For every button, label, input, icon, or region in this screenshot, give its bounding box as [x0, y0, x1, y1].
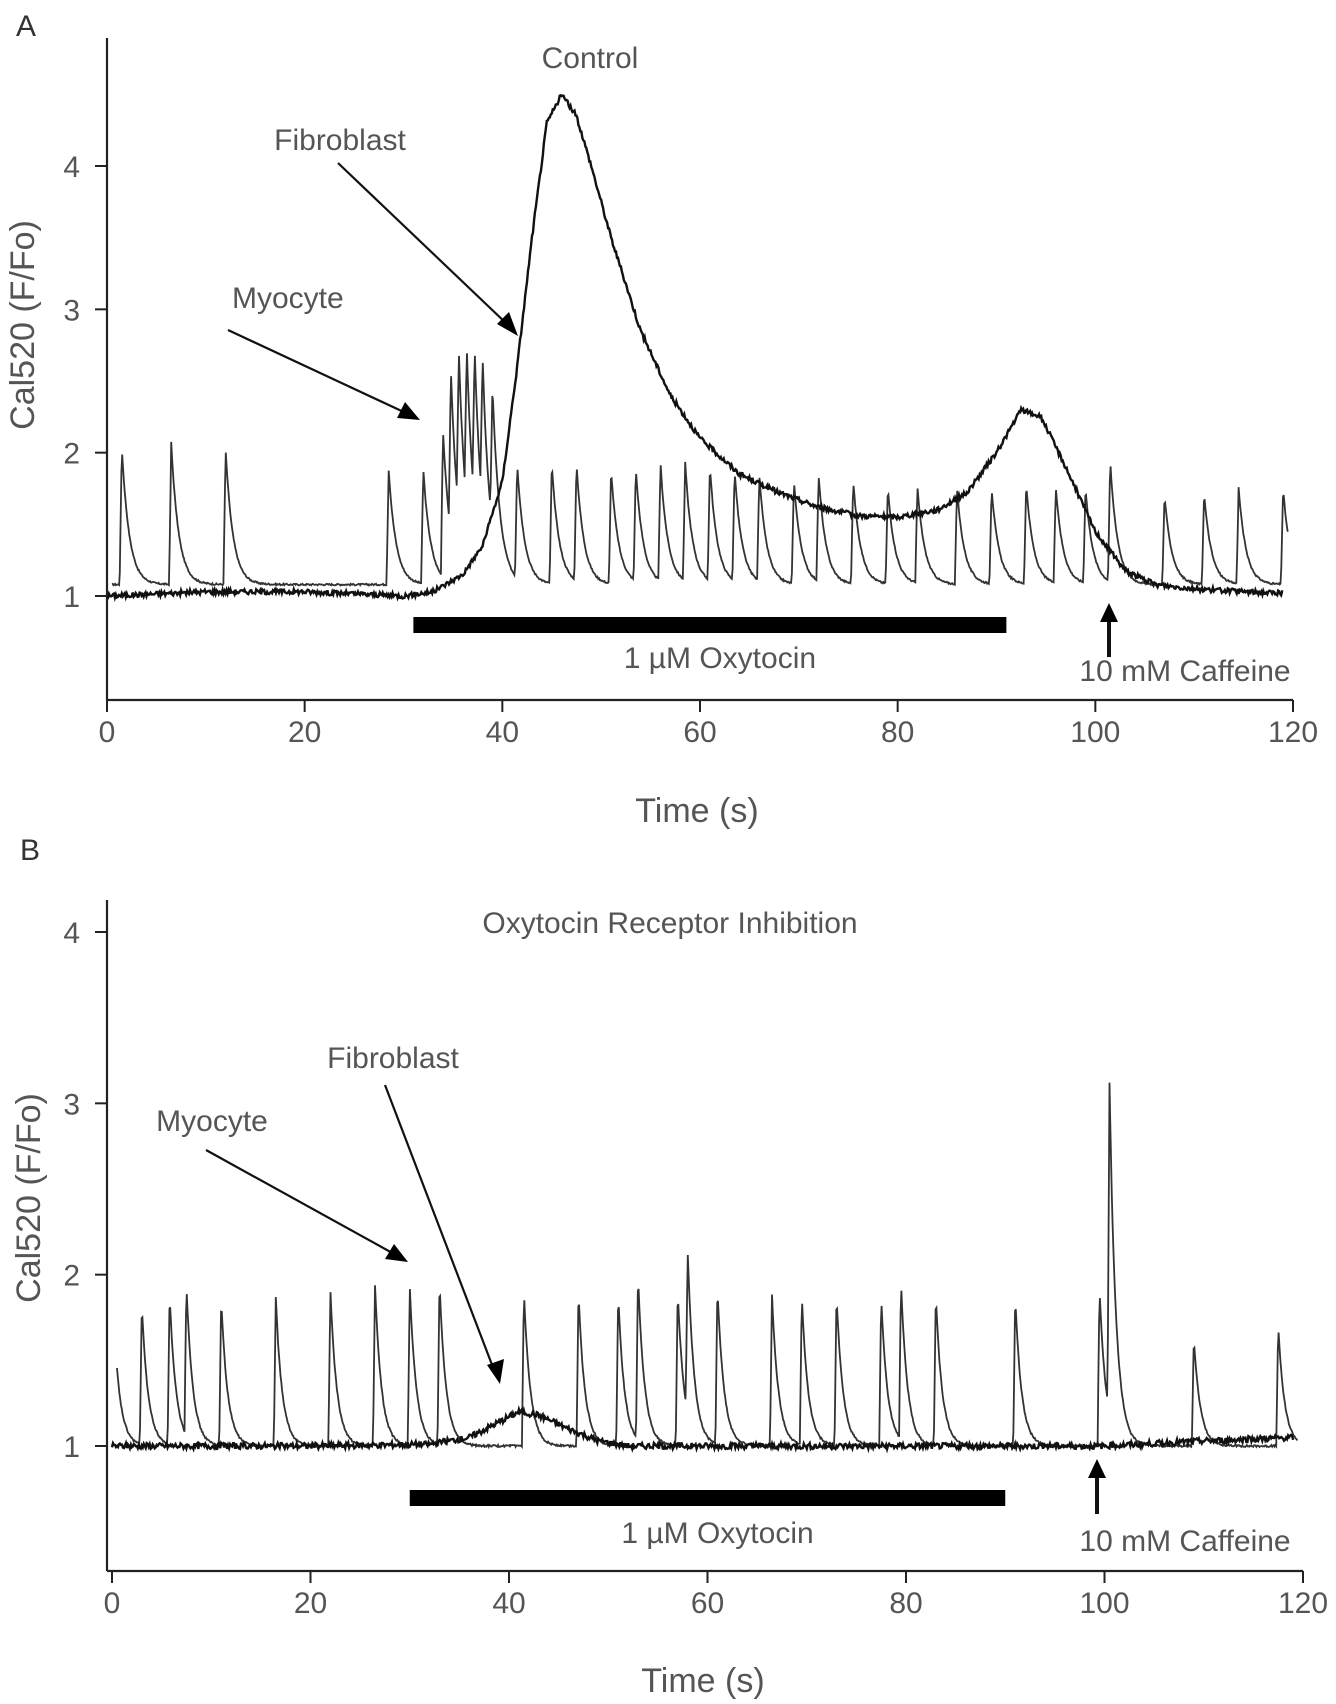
- panel-b-fibroblast-trace: [110, 1404, 1295, 1454]
- x-tick-label: 60: [691, 1587, 724, 1620]
- panel-b-myocyte-trace: [116, 1082, 1299, 1450]
- x-tick-label: 0: [104, 1587, 121, 1620]
- x-tick-label: 60: [683, 716, 716, 749]
- x-tick-label: 40: [486, 716, 519, 749]
- y-tick-label: 2: [63, 1260, 80, 1293]
- x-tick-label: 100: [1070, 716, 1120, 749]
- y-tick-label: 4: [63, 151, 80, 184]
- panel-b-title: Oxytocin Receptor Inhibition: [482, 907, 857, 940]
- panel-a-y-ticks: 1 2 3 4: [63, 151, 107, 614]
- panel-b: B Oxytocin Receptor Inhibition 0 20 40 60 80…: [10, 834, 1328, 1700]
- panel-a-fibroblast-trace: [106, 93, 1284, 603]
- x-tick-label: 80: [881, 716, 914, 749]
- panel-b-y-ticks: 1 2 3 4: [63, 917, 107, 1464]
- panel-b-oxytocin-bar: [409, 1490, 1006, 1506]
- panel-a-caffeine-arrow: [1100, 603, 1118, 657]
- x-tick-label: 120: [1278, 1587, 1328, 1620]
- x-tick-label: 0: [99, 716, 116, 749]
- panel-b-caffeine-label: 10 mM Caffeine: [1079, 1525, 1290, 1558]
- x-tick-label: 100: [1079, 1587, 1129, 1620]
- panel-a-oxytocin-bar: [413, 617, 1007, 633]
- panel-letter-b: B: [20, 834, 40, 867]
- panel-b-x-ticks: 0 20 40 60 80 100 120: [104, 1571, 1328, 1620]
- panel-a-x-ticks: 0 20 40 60 80 100 120: [99, 700, 1318, 749]
- x-tick-label: 20: [294, 1587, 327, 1620]
- panel-a-y-axis-title: Cal520 (F/Fo): [4, 220, 42, 430]
- panel-a-myocyte-arrow: [227, 329, 420, 420]
- panel-a-title: Control: [542, 42, 639, 75]
- panel-a-oxytocin-label: 1 µM Oxytocin: [624, 642, 816, 675]
- y-tick-label: 3: [63, 1088, 80, 1121]
- panel-a-x-axis-title: Time (s): [635, 792, 758, 830]
- x-tick-label: 80: [889, 1587, 922, 1620]
- x-tick-label: 120: [1268, 716, 1318, 749]
- panel-b-caffeine-arrow: [1088, 1459, 1106, 1514]
- panel-b-oxytocin-label: 1 µM Oxytocin: [621, 1517, 813, 1550]
- panel-letter-a: A: [16, 10, 36, 43]
- panel-a-myocyte-trace: [111, 353, 1289, 587]
- panel-a-myocyte-label: Myocyte: [232, 282, 344, 315]
- panel-a-fibroblast-arrow: [337, 162, 518, 336]
- x-tick-label: 40: [492, 1587, 525, 1620]
- panel-b-myocyte-label: Myocyte: [156, 1105, 268, 1138]
- panel-b-y-axis-title: Cal520 (F/Fo): [10, 1093, 48, 1303]
- panel-a-caffeine-label: 10 mM Caffeine: [1079, 655, 1290, 688]
- y-tick-label: 2: [63, 438, 80, 471]
- y-tick-label: 1: [63, 1431, 80, 1464]
- panel-a-fibroblast-label: Fibroblast: [274, 124, 406, 157]
- x-tick-label: 20: [288, 716, 321, 749]
- panel-b-fibroblast-arrow: [383, 1084, 504, 1384]
- y-tick-label: 3: [63, 294, 80, 327]
- panel-b-fibroblast-label: Fibroblast: [327, 1042, 459, 1075]
- panel-b-x-axis-title: Time (s): [641, 1662, 764, 1700]
- panel-b-myocyte-arrow: [205, 1149, 408, 1262]
- y-tick-label: 4: [63, 917, 80, 950]
- y-tick-label: 1: [63, 581, 80, 614]
